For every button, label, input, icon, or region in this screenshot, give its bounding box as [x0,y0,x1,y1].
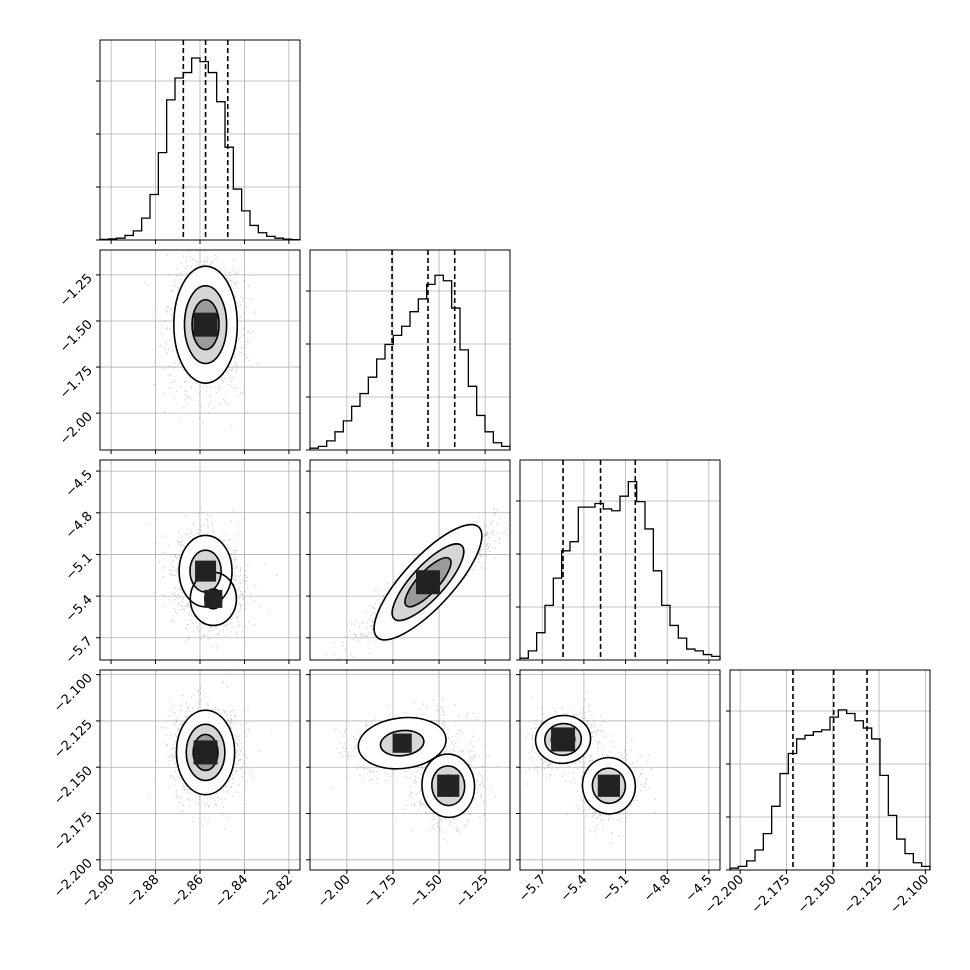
y-tick-label: −1.75 [57,363,96,402]
contour-line-1-0 [391,543,465,622]
panel-3-0: −2.90 −2.88 −2.86 −2.84 −2.82−2.200−2.175−2.… [51,669,301,911]
x-tick-label: −1.50 [407,872,446,911]
y-tick-label: −2.150 [51,763,96,808]
scatter-points [144,250,259,427]
contour-line-0-0 [175,709,236,796]
density-peak [193,740,218,765]
contour-line-0-0 [534,714,592,765]
density-layer [149,508,278,649]
contour-line-1-1 [431,765,466,807]
histogram-0 [99,57,301,241]
y-tick-label: −1.50 [57,317,96,356]
panel-2-1 [306,459,511,664]
y-tick-label: −2.00 [57,409,96,448]
histogram-1 [309,274,511,450]
panel-0-0 [96,39,301,244]
density-layer [330,698,498,843]
contour-line-0-0 [357,716,447,770]
contour-line-2-0 [192,733,219,772]
panel-frame [519,459,721,661]
contour-line-0-0 [173,265,239,384]
y-tick-label: −2.175 [51,810,96,855]
contour-line-1-1 [591,767,627,805]
panel-1-1 [306,249,511,454]
panel-frame [309,459,511,661]
density-layer [325,508,509,660]
panel-3-1: −2.00 −1.75 −1.50 −1.25 [306,669,511,911]
density-layer [148,671,272,830]
x-tick-label: −5.7 [516,872,549,905]
density-peak [193,312,218,337]
density-peak [437,774,460,797]
panel-frame [729,669,931,871]
x-tick-label: −2.125 [841,872,886,917]
panel-1-0: −2.00 −1.75 −1.50 −1.25 [57,249,301,454]
x-tick-label: −4.8 [641,872,674,905]
y-tick-label: −5.4 [63,592,96,625]
panel-2-2 [516,459,721,664]
x-tick-label: −2.90 [79,872,118,911]
x-tick-label: −2.82 [257,872,296,911]
y-tick-label: −1.25 [57,271,96,310]
x-tick-label: −2.00 [315,872,354,911]
x-tick-label: −2.86 [168,872,207,911]
y-tick-label: −2.100 [51,671,96,716]
contour-line-2-0 [191,298,220,351]
histogram-2 [519,480,721,660]
y-tick-label: −4.5 [63,467,96,500]
density-peak [415,570,440,595]
x-tick-label: −2.100 [888,872,933,917]
y-tick-label: −5.1 [63,551,96,584]
density-layer [144,250,259,427]
contour-line-0-0 [373,523,483,641]
x-tick-label: −1.75 [361,872,400,911]
contour-line-1-0 [543,722,583,757]
contour-line-1-0 [183,285,228,365]
panel-2-0: −5.7 −5.4 −5.1 −4.8 −4.5 [63,459,301,667]
histogram-3 [729,709,931,870]
density-peak [392,733,412,753]
y-tick-label: −2.125 [51,717,96,762]
x-tick-label: −5.1 [599,872,632,905]
density-peak [597,774,620,797]
panel-3-2: −5.7 −5.4 −5.1 −4.8 −4.5 [516,669,721,905]
panel-3-3: −2.200 −2.175 −2.150 −2.125 −2.100 [702,669,933,917]
density-layer [525,690,656,844]
x-tick-label: −1.25 [453,872,492,911]
contour-line-1-0 [185,723,226,782]
panel-frame [519,669,721,871]
contour-line-0-1 [421,753,476,819]
x-tick-label: −2.84 [212,872,251,911]
y-tick-label: −5.7 [63,634,96,667]
x-tick-label: −2.88 [124,872,163,911]
density-peak [204,589,223,608]
y-tick-label: −4.8 [63,509,96,542]
x-tick-label: −2.175 [749,872,794,917]
x-tick-label: −5.4 [558,872,591,905]
x-tick-label: −2.150 [795,872,840,917]
contour-line-1-0 [379,729,425,757]
density-peak [551,727,576,752]
panel-frame [309,249,511,451]
panel-frame [309,669,511,871]
density-peak [195,560,217,582]
contour-line-0-1 [581,756,637,815]
